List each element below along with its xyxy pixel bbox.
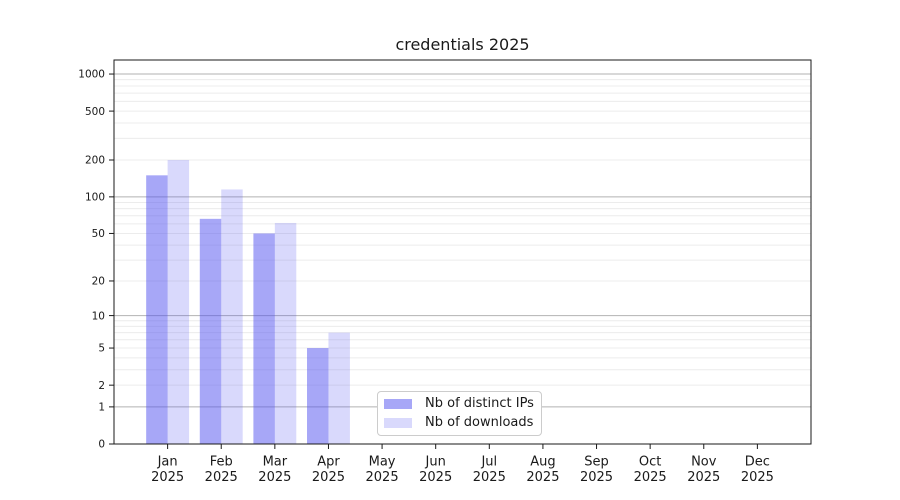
y-tick-label-1000: 1000 [78, 69, 105, 81]
y-tick-label-1: 1 [98, 402, 105, 414]
x-tick-label-sep: Sep [584, 455, 609, 470]
x-tick-year-dec: 2025 [741, 470, 774, 485]
x-tick-year-jan: 2025 [151, 470, 184, 485]
legend-item-downloads: Nb of downloads [384, 414, 535, 430]
x-tick-label-nov: Nov [691, 455, 717, 470]
bar-downloads-jan [167, 160, 190, 444]
x-tick-label-feb: Feb [210, 455, 233, 470]
plot-border [113, 59, 812, 445]
legend-swatch-distinct-ips [384, 399, 412, 410]
legend-swatch-downloads [384, 417, 412, 428]
x-tick-label-jul: Jul [480, 455, 497, 470]
x-tick-year-may: 2025 [366, 470, 399, 485]
x-tick-label-apr: Apr [317, 455, 340, 470]
x-tick-label-oct: Oct [639, 455, 661, 470]
x-tick-year-oct: 2025 [634, 470, 667, 485]
x-tick-year-nov: 2025 [687, 470, 720, 485]
bar-downloads-apr [328, 332, 350, 444]
x-tick-year-jun: 2025 [419, 470, 452, 485]
y-tick-label-10: 10 [92, 310, 105, 322]
y-tick-label-200: 200 [85, 155, 105, 167]
x-tick-label-mar: Mar [263, 455, 288, 470]
bar-downloads-mar [274, 222, 297, 444]
x-tick-year-aug: 2025 [526, 470, 559, 485]
x-tick-year-jul: 2025 [473, 470, 506, 485]
bar-distinct-ips-apr [307, 348, 329, 444]
y-tick-label-0: 0 [98, 439, 105, 451]
y-tick-label-100: 100 [85, 192, 105, 204]
x-tick-label-aug: Aug [530, 455, 555, 470]
x-tick-year-feb: 2025 [205, 470, 238, 485]
bar-distinct-ips-jan [146, 175, 168, 444]
x-tick-label-jun: Jun [425, 455, 446, 470]
legend-label-downloads: Nb of downloads [425, 414, 534, 430]
x-tick-label-jan: Jan [157, 455, 178, 470]
bar-distinct-ips-mar [253, 233, 275, 444]
y-tick-label-5: 5 [98, 343, 105, 355]
bar-downloads-feb [221, 189, 243, 444]
x-tick-label-may: May [369, 455, 396, 470]
y-tick-label-20: 20 [92, 276, 105, 288]
chart-title: credentials 2025 [395, 35, 530, 54]
legend-box: Nb of distinct IPs Nb of downloads [377, 391, 542, 436]
y-tick-label-500: 500 [85, 106, 105, 118]
legend-item-distinct-ips: Nb of distinct IPs [384, 396, 535, 412]
bar-distinct-ips-feb [199, 218, 222, 444]
x-tick-year-apr: 2025 [312, 470, 345, 485]
x-tick-year-sep: 2025 [580, 470, 613, 485]
legend-label-distinct-ips: Nb of distinct IPs [425, 396, 534, 412]
x-tick-year-mar: 2025 [258, 470, 291, 485]
y-tick-label-2: 2 [98, 380, 105, 392]
y-tick-label-50: 50 [92, 228, 105, 240]
x-tick-label-dec: Dec [745, 455, 770, 470]
